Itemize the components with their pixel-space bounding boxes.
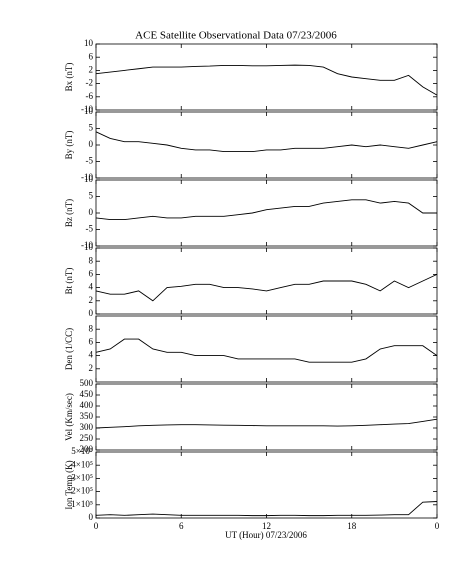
y-tick-label: -10 [81, 104, 93, 114]
y-tick-label: -5 [86, 156, 94, 166]
panel-frame [95, 111, 438, 179]
data-line [95, 273, 438, 302]
y-axis-label: By (nT) [64, 131, 74, 160]
y-axis-label: Bz (nT) [64, 199, 74, 227]
y-tick-label: 250 [80, 433, 94, 443]
y-tick-label: -2 [86, 78, 94, 88]
x-tick-label: 12 [262, 521, 271, 531]
y-axis-label: Bt (nT) [64, 268, 74, 295]
data-line [95, 338, 438, 363]
y-tick-label: 0 [89, 139, 94, 149]
data-line [95, 131, 438, 153]
panel-frame [95, 451, 438, 519]
y-tick-label: 0 [89, 512, 94, 522]
y-tick-label: 10 [84, 106, 94, 116]
panel-frame [95, 43, 438, 111]
y-tick-label: 1×10⁵ [71, 499, 93, 509]
y-tick-label: 4 [89, 282, 94, 292]
y-tick-label: 500 [80, 378, 94, 388]
y-tick-label: -10 [81, 172, 93, 182]
x-axis-label: UT (Hour) 07/23/2006 [225, 530, 307, 540]
y-tick-label: 8 [89, 323, 94, 333]
panel-frame [95, 383, 438, 451]
y-tick-label: 5 [89, 123, 94, 133]
y-axis-label: Bx (nT) [64, 63, 74, 92]
y-tick-label: 0 [89, 207, 94, 217]
chart-title: ACE Satellite Observational Data 07/23/2… [135, 30, 337, 42]
y-tick-label: 10 [84, 174, 94, 184]
y-tick-label: 8 [89, 255, 94, 265]
y-tick-label: 2 [89, 295, 94, 305]
panel-frame [95, 247, 438, 315]
y-tick-label: 4 [89, 350, 94, 360]
data-line [95, 501, 438, 517]
x-tick-label: 6 [179, 521, 184, 531]
y-tick-label: 2 [89, 64, 94, 74]
y-tick-label: 10 [84, 38, 94, 48]
y-tick-label: 6 [89, 268, 94, 278]
data-line [95, 418, 438, 429]
x-tick-label: 18 [347, 521, 357, 531]
y-tick-label: 5 [89, 191, 94, 201]
y-tick-label: 2×10⁵ [71, 486, 93, 496]
y-tick-label: 450 [80, 389, 94, 399]
y-axis-label: Ion Temp (K) [64, 460, 74, 509]
x-tick-label: 0 [94, 521, 99, 531]
data-line [95, 199, 437, 221]
y-axis-label: Vel (Km/sec) [64, 393, 74, 441]
y-tick-label: 300 [80, 422, 94, 432]
y-axis-label: Den (1/CC) [64, 328, 74, 370]
y-tick-label: 4×10⁵ [71, 459, 93, 469]
x-tick-label: 0 [435, 521, 440, 531]
y-tick-label: 0 [89, 308, 94, 318]
y-tick-label: 5×10⁵ [71, 446, 93, 456]
y-tick-label: 400 [80, 400, 94, 410]
y-tick-label: -6 [86, 91, 94, 101]
y-tick-label: -10 [81, 240, 93, 250]
panel-frame [95, 315, 438, 383]
y-tick-label: 350 [80, 411, 94, 421]
y-tick-label: 6 [89, 336, 94, 346]
y-tick-label: 2 [89, 363, 94, 373]
data-line [95, 64, 438, 96]
y-tick-label: 200 [80, 444, 94, 454]
y-tick-label: 6 [89, 51, 94, 61]
panel-frame [95, 179, 438, 247]
y-tick-label: 3×10⁵ [71, 472, 93, 482]
y-tick-label: 10 [84, 242, 94, 252]
y-tick-label: -5 [86, 224, 94, 234]
